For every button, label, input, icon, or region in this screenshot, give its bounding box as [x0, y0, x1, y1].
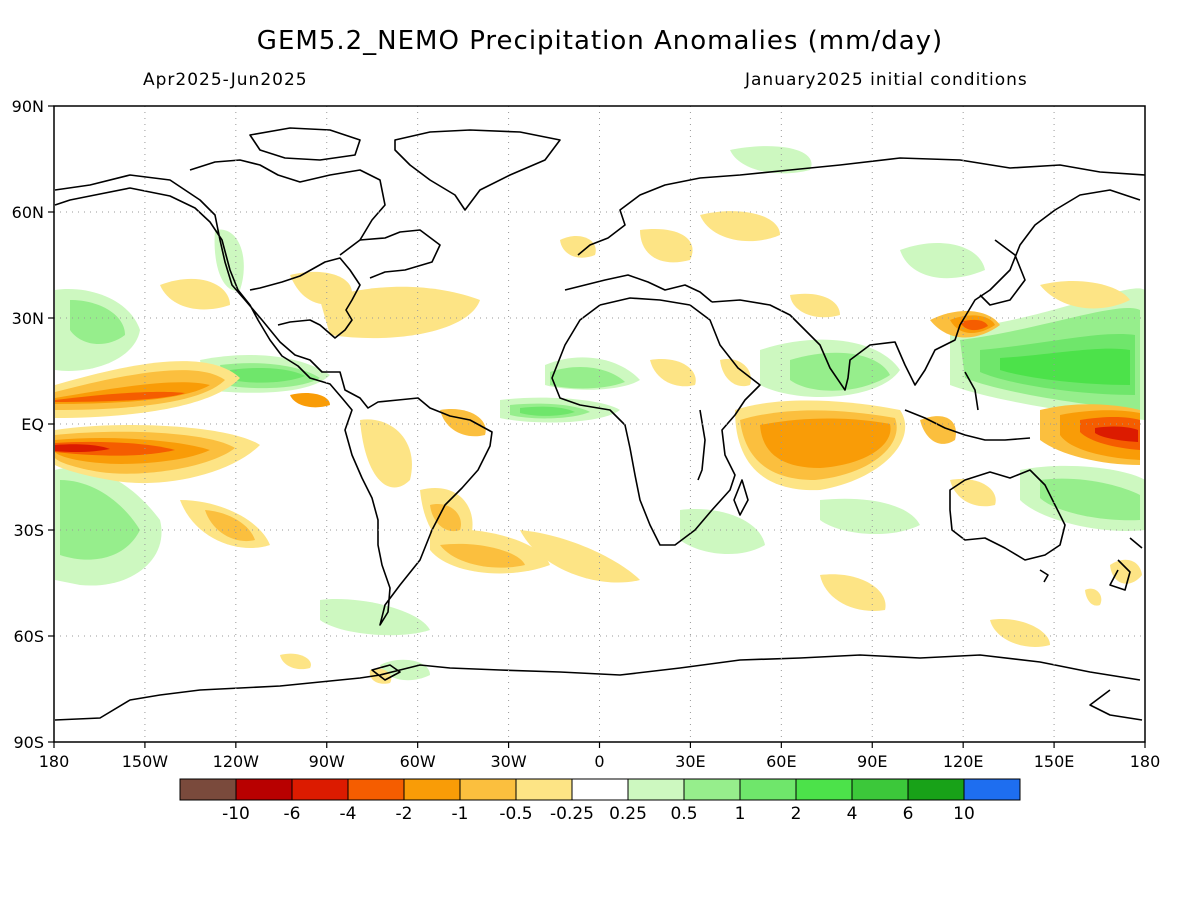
colorbar-swatch [571, 778, 629, 801]
colorbar-swatch [627, 778, 685, 801]
colorbar-label: -10 [222, 804, 250, 824]
colorbar-label: -2 [396, 804, 413, 824]
lon-tick-label: 90E [857, 752, 887, 771]
coastlines [54, 127, 1145, 721]
forecast-period: Apr2025-Jun2025 [143, 70, 308, 90]
lon-tick-label: 90W [309, 752, 345, 771]
lon-tick-label: 180 [1130, 752, 1161, 771]
colorbar-swatch [515, 778, 573, 801]
lon-tick-label: 120W [213, 752, 260, 771]
colorbar-label: -0.25 [550, 804, 594, 824]
colorbar-label: 0.25 [609, 804, 647, 824]
lat-tick-label: 90N [12, 97, 44, 116]
colorbar-swatch [739, 778, 797, 801]
lon-tick-label: 150W [122, 752, 169, 771]
colorbar-swatch [851, 778, 909, 801]
colorbar-label: -6 [284, 804, 301, 824]
lon-tick-label: 60E [766, 752, 796, 771]
latitude-labels: 90N 60N 30N EQ 30S 60S 90S [12, 97, 54, 752]
lat-tick-label: 30N [12, 309, 44, 328]
lon-tick-label: 30E [675, 752, 705, 771]
lon-tick-label: 150E [1034, 752, 1075, 771]
colorbar [179, 778, 1021, 801]
longitude-labels: 180 150W 120W 90W 60W 30W 0 30E 60E 90E 120E 150E 18… [39, 742, 1161, 771]
colorbar-swatch [683, 778, 741, 801]
colorbar-swatch [179, 778, 237, 801]
colorbar-swatch [291, 778, 349, 801]
colorbar-swatch [459, 778, 517, 801]
lon-tick-label: 30W [490, 752, 526, 771]
colorbar-label: 10 [953, 804, 975, 824]
colorbar-label: 6 [903, 804, 914, 824]
anomaly-shading [55, 146, 1145, 684]
lat-tick-label: 60S [13, 627, 44, 646]
lon-tick-label: 180 [39, 752, 70, 771]
lat-tick-label: EQ [21, 415, 44, 434]
colorbar-label: 0.5 [670, 804, 697, 824]
lat-tick-label: 30S [13, 521, 44, 540]
initial-conditions-label: January2025 initial conditions [745, 70, 1028, 90]
graticule [54, 106, 1145, 742]
colorbar-label: -4 [340, 804, 357, 824]
lon-tick-label: 0 [594, 752, 604, 771]
colorbar-swatch [235, 778, 293, 801]
colorbar-swatch [403, 778, 461, 801]
lon-tick-label: 120E [943, 752, 984, 771]
colorbar-label: 1 [735, 804, 746, 824]
colorbar-swatch [963, 778, 1021, 801]
colorbar-label: 4 [847, 804, 858, 824]
colorbar-label: -0.5 [499, 804, 532, 824]
colorbar-label: -1 [452, 804, 469, 824]
colorbar-swatch [795, 778, 853, 801]
colorbar-label: 2 [791, 804, 802, 824]
map-title: GEM5.2_NEMO Precipitation Anomalies (mm/… [256, 26, 944, 56]
colorbar-swatch [347, 778, 405, 801]
colorbar-labels: -10 -6 -4 -2 -1 -0.5 -0.25 0.25 0.5 1 2 4 6 10 [222, 804, 975, 824]
colorbar-swatch [907, 778, 965, 801]
lat-tick-label: 90S [13, 733, 44, 752]
lat-tick-label: 60N [12, 203, 44, 222]
lon-tick-label: 60W [400, 752, 436, 771]
